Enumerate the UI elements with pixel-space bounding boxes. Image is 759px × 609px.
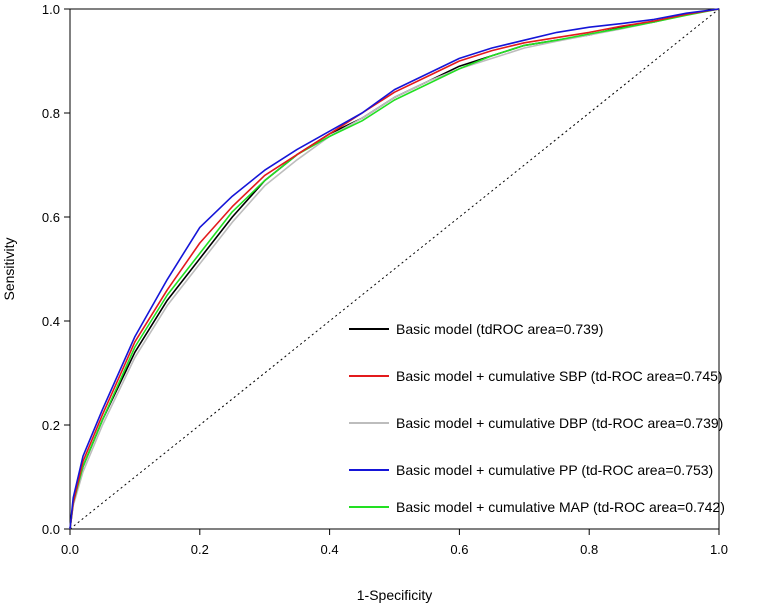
series-layer	[69, 8, 720, 530]
reference-diagonal-line	[69, 8, 720, 530]
legend-entry-2: Basic model + cumulative SBP (td-ROC are…	[396, 368, 723, 384]
axes: 0.0 0.2 0.4 0.6 0.8 1.0 0.0 0.2 0.4 0.6 0.8 1.0	[42, 2, 728, 557]
y-tick-label: 0.2	[42, 418, 60, 433]
y-tick-label: 0.0	[42, 522, 60, 537]
legend-entry-1: Basic model (tdROC area=0.739)	[396, 321, 603, 337]
y-axis-title: Sensitivity	[1, 237, 17, 300]
x-tick-label: 1.0	[710, 542, 728, 557]
plot-frame	[69, 8, 720, 530]
y-tick-label: 0.4	[42, 314, 60, 329]
y-tick-label: 0.6	[42, 210, 60, 225]
x-tick-label: 0.4	[321, 542, 339, 557]
series-line-3	[69, 8, 720, 530]
y-tick-label: 1.0	[42, 2, 60, 17]
x-axis-title: 1-Specificity	[357, 587, 432, 603]
legend: Basic model (tdROC area=0.739) Basic mode…	[349, 321, 725, 515]
legend-entry-3: Basic model + cumulative DBP (td-ROC are…	[396, 415, 723, 431]
x-tick-label: 0.6	[450, 542, 468, 557]
series-line-4	[69, 8, 720, 530]
x-tick-label: 0.8	[580, 542, 598, 557]
series-line-5	[69, 8, 720, 530]
x-tick-label: 0.0	[61, 542, 79, 557]
legend-entry-5: Basic model + cumulative MAP (td-ROC are…	[396, 499, 725, 515]
legend-entry-4: Basic model + cumulative PP (td-ROC area…	[396, 462, 713, 478]
x-tick-label: 0.2	[191, 542, 209, 557]
y-tick-label: 0.8	[42, 106, 60, 121]
reference-line-layer	[69, 8, 720, 530]
